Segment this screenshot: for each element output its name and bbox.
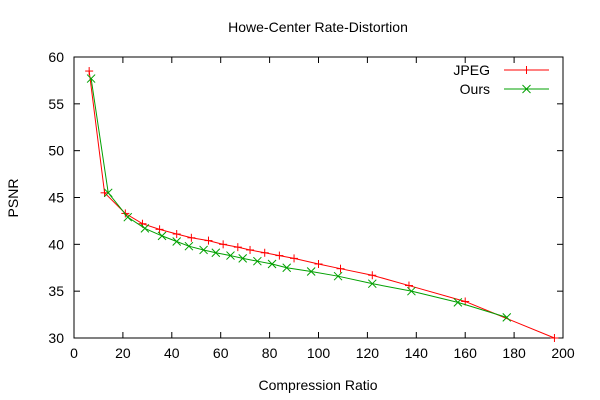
data-point-x-b bbox=[184, 241, 194, 251]
x-axis-label: Compression Ratio bbox=[258, 377, 377, 393]
data-point-x-b bbox=[306, 267, 316, 276]
series-jpeg bbox=[85, 67, 559, 342]
plot-frame bbox=[73, 56, 564, 339]
data-point-x-b bbox=[140, 224, 150, 233]
y-tick-label: 55 bbox=[48, 96, 64, 112]
y-tick-label: 50 bbox=[48, 143, 64, 159]
y-tick-label: 35 bbox=[48, 283, 64, 299]
legend-label: JPEG bbox=[453, 62, 490, 78]
legend: JPEG Ours bbox=[453, 62, 549, 97]
x-tick-label: 60 bbox=[213, 345, 229, 361]
x-tick-label: 160 bbox=[454, 345, 478, 361]
data-point-x-b bbox=[522, 84, 531, 94]
data-point-x-b bbox=[103, 188, 113, 198]
data-point-x-b bbox=[172, 237, 182, 246]
data-point-x-b bbox=[211, 248, 221, 258]
data-point-x-b bbox=[226, 251, 235, 260]
x-tick-label: 200 bbox=[551, 345, 575, 361]
x-tick-label: 120 bbox=[356, 345, 380, 361]
data-point-x-b bbox=[123, 212, 133, 222]
data-point-x-b bbox=[282, 263, 292, 273]
data-point-x-b bbox=[253, 256, 262, 266]
x-tick-label: 180 bbox=[502, 345, 526, 361]
legend-label: Ours bbox=[460, 81, 490, 97]
x-tick-label: 80 bbox=[262, 345, 278, 361]
x-tick-label: 40 bbox=[164, 345, 180, 361]
data-point-x-b bbox=[86, 74, 96, 83]
y-tick-label: 30 bbox=[48, 330, 64, 346]
data-point-x-b bbox=[407, 286, 416, 296]
x-tick-label: 0 bbox=[70, 345, 78, 361]
data-point-x-b bbox=[453, 298, 463, 307]
data-series bbox=[85, 67, 559, 342]
x-tick-label: 100 bbox=[307, 345, 331, 361]
series-line bbox=[90, 78, 507, 318]
data-point-x-b bbox=[238, 254, 248, 263]
x-tick-label: 20 bbox=[115, 345, 131, 361]
y-tick-label: 45 bbox=[48, 190, 64, 206]
series-ours bbox=[86, 74, 512, 322]
data-point-x-b bbox=[502, 313, 512, 322]
data-point-x-b bbox=[367, 279, 377, 289]
chart-title: Howe-Center Rate-Distortion bbox=[228, 19, 408, 35]
data-point-x-b bbox=[157, 231, 167, 241]
data-point-x-b bbox=[267, 259, 277, 269]
series-line bbox=[88, 70, 555, 339]
data-point-x-b bbox=[199, 245, 208, 255]
plot-axes: 0 20 40 60 80 100 120 140 160 180 200 30 35 40 45 50 55 6… bbox=[48, 49, 574, 361]
data-point-x-b bbox=[333, 271, 343, 281]
y-tick-label: 60 bbox=[48, 49, 64, 65]
x-tick-label: 140 bbox=[405, 345, 429, 361]
y-tick-label: 40 bbox=[48, 236, 64, 252]
y-axis-label: PSNR bbox=[5, 179, 21, 218]
